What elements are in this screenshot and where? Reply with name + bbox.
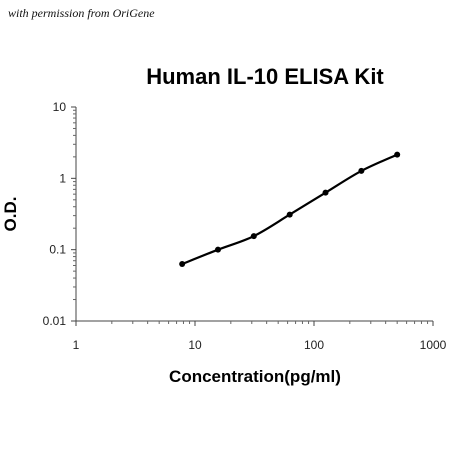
axes: 1 10 100 1000 0.01 0.1 1 10: [43, 100, 447, 352]
data-point: [179, 260, 186, 267]
chart-title: Human IL-10 ELISA Kit: [146, 64, 384, 89]
data-point: [214, 246, 221, 253]
y-tick-label: 1: [59, 171, 66, 185]
data-point: [250, 233, 257, 240]
x-tick-label: 10: [188, 338, 202, 352]
standard-curve-line: [181, 153, 399, 266]
x-tick-label: 1000: [420, 338, 447, 352]
y-tick-label: 10: [53, 100, 67, 114]
y-axis-title: O.D.: [1, 197, 20, 232]
x-tick-label: 100: [304, 338, 324, 352]
data-point: [394, 151, 401, 158]
data-point: [358, 167, 365, 174]
data-point: [286, 211, 293, 218]
x-axis-title: Concentration(pg/ml): [169, 367, 341, 386]
data-points: [179, 151, 401, 267]
fit-curve-layer: [181, 153, 399, 266]
y-tick-label: 0.01: [43, 314, 67, 328]
x-tick-label: 1: [73, 338, 80, 352]
credit-text: with permission from OriGene: [8, 6, 155, 20]
y-tick-label: 0.1: [49, 243, 66, 257]
data-point: [322, 189, 329, 196]
